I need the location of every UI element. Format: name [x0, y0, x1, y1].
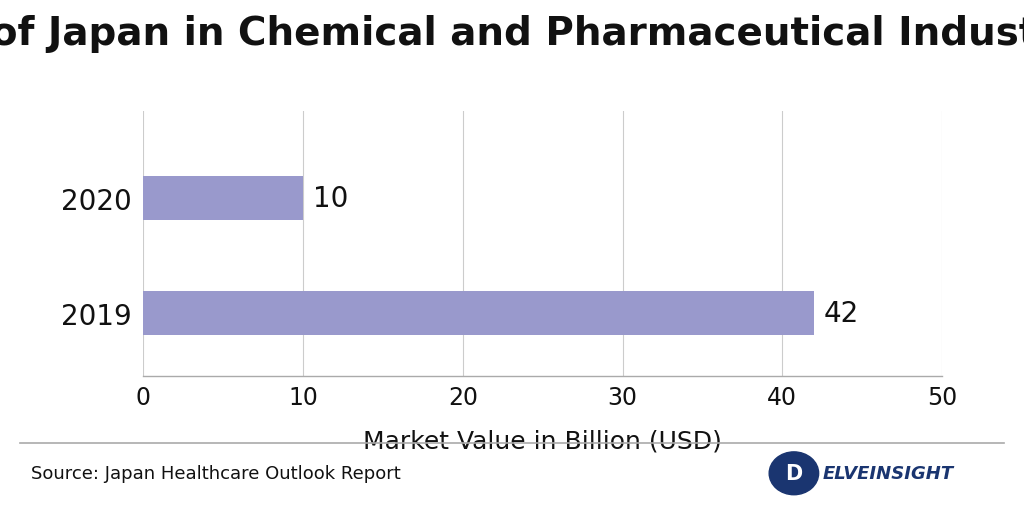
Circle shape [769, 452, 818, 495]
X-axis label: Market Value in Billion (USD): Market Value in Billion (USD) [364, 429, 722, 453]
Bar [143, 177, 303, 220]
Text: ELVEINSIGHT: ELVEINSIGHT [822, 464, 953, 483]
Text: Source: Japan Healthcare Outlook Report: Source: Japan Healthcare Outlook Report [31, 464, 400, 483]
Text: 10: 10 [312, 184, 348, 212]
Text: D: D [785, 463, 803, 484]
Bar [143, 292, 814, 335]
Text: 42: 42 [824, 299, 859, 327]
Text: FDI of Japan in Chemical and Pharmaceutical Industries: FDI of Japan in Chemical and Pharmaceuti… [0, 15, 1024, 53]
